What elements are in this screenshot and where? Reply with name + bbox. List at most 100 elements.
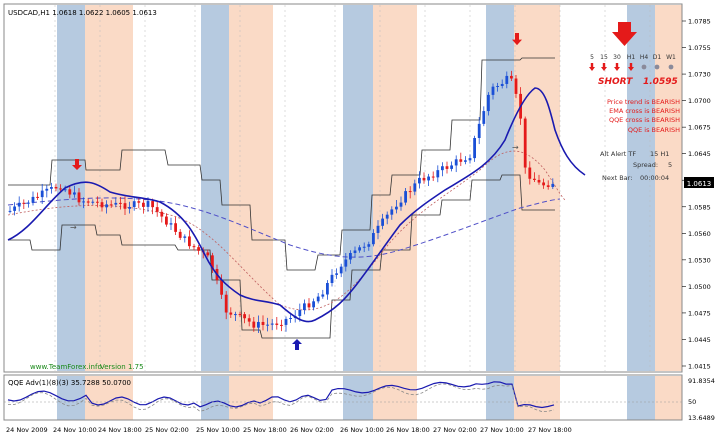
candle-bull	[128, 206, 131, 209]
price-tick-label: 1.0645	[688, 150, 711, 158]
session-band-orange	[514, 5, 560, 371]
current-price-box	[684, 177, 714, 188]
qqe-fast-line	[7, 381, 555, 409]
timeframe-label: 5	[590, 54, 594, 61]
price-tick-label: 1.0785	[688, 18, 711, 26]
nextbar-label: Next Bar:	[602, 174, 632, 182]
indicator-session-band	[343, 376, 373, 420]
timeframe-label: 15	[600, 54, 608, 61]
candle-bear	[96, 201, 99, 203]
time-tick-label: 26 Nov 02:00	[290, 426, 334, 434]
candle-bear	[22, 202, 26, 204]
session-band-orange	[655, 5, 682, 371]
alert-values: 15 H1	[650, 150, 669, 158]
signal-price: 1.0595	[643, 77, 678, 87]
candle-bear	[192, 246, 196, 248]
candle-bull	[234, 314, 237, 316]
candle-bear	[510, 75, 513, 79]
candle-bull	[468, 158, 472, 161]
candle-bear	[514, 78, 518, 94]
price-tick-label: 1.0730	[688, 71, 711, 79]
candle-bull	[464, 160, 467, 162]
candle-bull	[298, 310, 302, 317]
candle-bull	[73, 192, 76, 195]
price-tick-label: 1.0700	[688, 97, 711, 105]
timeframe-down-arrow-icon	[628, 63, 634, 71]
candle-bull	[496, 85, 499, 87]
time-tick-label: 27 Nov 10:00	[480, 426, 524, 434]
qqe-slow-line	[7, 383, 555, 413]
candle-bear	[160, 211, 164, 217]
candle-bear	[137, 201, 141, 203]
candle-bull	[266, 324, 269, 326]
candle-bull	[418, 177, 421, 184]
current-price-label: 1.0613	[687, 180, 712, 188]
timeframe-label: W1	[666, 54, 676, 61]
price-panel-frame	[3, 3, 683, 373]
candle-bull	[105, 204, 108, 208]
candle-bear	[280, 324, 283, 326]
timeframe-label: H1	[627, 54, 636, 61]
candle-bull	[289, 317, 292, 319]
candle-bear	[408, 191, 412, 193]
timeframe-neutral-dot-icon	[641, 64, 647, 70]
candle-bull	[349, 253, 352, 260]
candle-bull	[376, 225, 380, 234]
candle-bear	[523, 118, 527, 168]
candle-bear	[119, 202, 122, 204]
candle-bull	[441, 166, 444, 171]
candle-bear	[224, 294, 228, 313]
candle-bear	[247, 318, 251, 322]
candle-bear	[533, 178, 536, 180]
indicator-tick-label: 91.8354	[688, 377, 715, 385]
candle-bear	[36, 196, 39, 198]
candle-bull	[385, 214, 389, 219]
spread-label: Spread:	[633, 161, 658, 169]
session-band-blue	[57, 5, 85, 371]
indicator-tick-label: 50	[688, 398, 696, 406]
candle-bull	[303, 303, 306, 311]
indicator-session-band	[229, 376, 273, 420]
signal-line-1: Price trend is BEARISH	[607, 98, 680, 106]
candle-bull	[326, 283, 329, 295]
timeframe-down-arrow-icon	[601, 63, 607, 71]
candle-bear	[151, 201, 154, 208]
candle-bull	[491, 86, 495, 95]
candle-bull	[330, 274, 334, 284]
session-band-blue	[201, 5, 229, 371]
sell-arrow-icon	[72, 159, 82, 170]
candle-bear	[542, 182, 545, 186]
candle-bull	[413, 183, 417, 192]
candle-bull	[372, 233, 375, 245]
big-down-arrow-icon	[612, 22, 637, 46]
candle-bull	[500, 83, 504, 86]
candle-bear	[142, 202, 145, 207]
candle-bull	[381, 218, 384, 226]
candle-bull	[344, 259, 348, 267]
candle-bull	[551, 183, 555, 187]
candle-bear	[100, 202, 104, 208]
price-tick-label: 1.0530	[688, 256, 711, 264]
signal-line-2: EMA cross is BEARISH	[609, 107, 680, 115]
price-axis: 1.0785 1.0755 1.0730 1.0700 1.0675 1.0645 1.06…	[682, 18, 711, 371]
candle-bear	[188, 236, 191, 247]
candle-bear	[220, 280, 223, 295]
candle-bull	[358, 247, 361, 251]
small-arrow-icon: →	[70, 223, 77, 232]
candle-bull	[257, 321, 260, 328]
candle-bear	[459, 159, 463, 162]
session-band-orange	[85, 5, 133, 371]
session-band-blue	[343, 5, 373, 371]
indicator-tick-label: 13.6489	[688, 414, 715, 422]
candle-bull	[450, 165, 453, 169]
candle-bull	[183, 236, 187, 238]
indicator-session-band	[373, 376, 417, 420]
candle-bear	[86, 201, 90, 203]
candle-bull	[335, 273, 338, 275]
candle-bear	[68, 189, 72, 195]
price-tick-label: 1.0560	[688, 230, 711, 238]
candle-bear	[528, 167, 532, 179]
indicator-panel-frame	[3, 374, 683, 421]
